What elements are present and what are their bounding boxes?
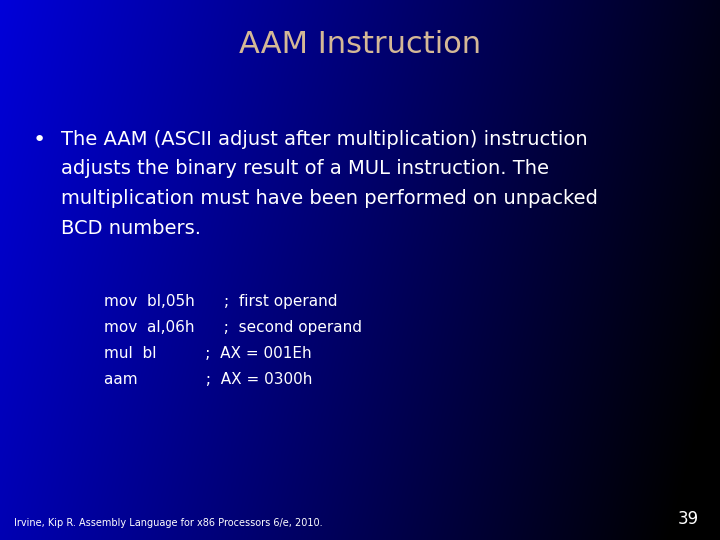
Text: 39: 39 [678,510,698,528]
Text: mov  al,06h      ;  second operand: mov al,06h ; second operand [104,320,362,335]
Text: The AAM (ASCII adjust after multiplication) instruction: The AAM (ASCII adjust after multiplicati… [61,130,588,148]
Text: multiplication must have been performed on unpacked: multiplication must have been performed … [61,189,598,208]
Text: Irvine, Kip R. Assembly Language for x86 Processors 6/e, 2010.: Irvine, Kip R. Assembly Language for x86… [14,518,323,528]
Text: BCD numbers.: BCD numbers. [61,219,201,238]
Text: mov  bl,05h      ;  first operand: mov bl,05h ; first operand [104,294,338,309]
Text: aam              ;  AX = 0300h: aam ; AX = 0300h [104,372,312,387]
Text: mul  bl          ;  AX = 001Eh: mul bl ; AX = 001Eh [104,346,312,361]
Text: adjusts the binary result of a MUL instruction. The: adjusts the binary result of a MUL instr… [61,159,549,178]
Text: •: • [32,130,45,150]
Text: AAM Instruction: AAM Instruction [239,30,481,59]
